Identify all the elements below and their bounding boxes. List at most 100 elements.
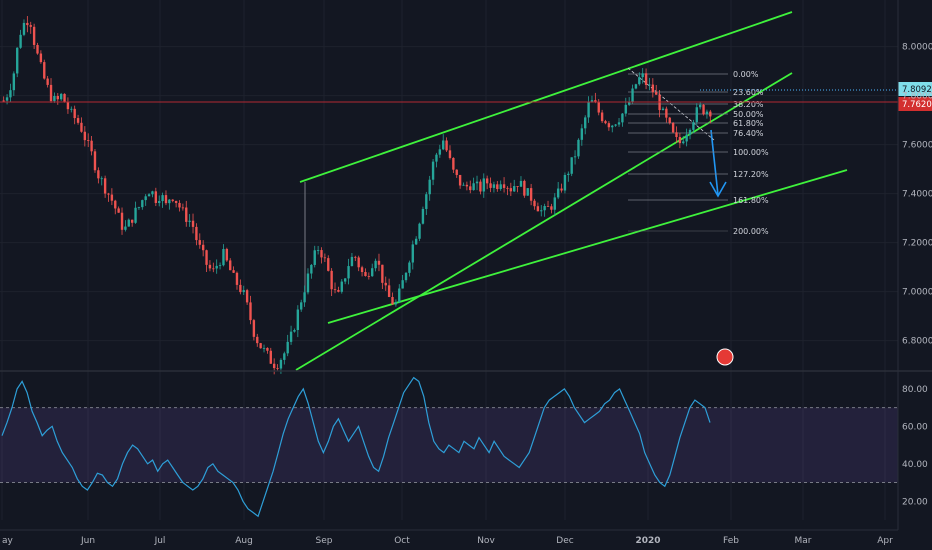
price-lines: 7.8092 7.7620 (0, 82, 932, 366)
candle-body (438, 149, 442, 155)
candle-body (49, 84, 53, 102)
candle-body (360, 267, 364, 273)
candle-body (350, 256, 354, 267)
candle-body (529, 188, 533, 201)
candle-body (286, 341, 289, 354)
candle-body (567, 173, 570, 175)
candle-body (442, 140, 445, 150)
candle-body (205, 250, 208, 265)
projection-arrow[interactable] (710, 129, 719, 196)
candle-body (682, 141, 685, 144)
candle-body (543, 206, 546, 211)
candle-body (577, 139, 580, 157)
candle-body (614, 124, 617, 126)
candle-body (337, 289, 340, 292)
candle-body (56, 95, 59, 100)
candle-body (560, 188, 563, 191)
time-tick-label: Jun (80, 536, 95, 546)
candle-body (513, 186, 516, 192)
candle-body (134, 207, 137, 223)
candle-body (343, 278, 347, 282)
time-tick-label: Jul (154, 536, 166, 546)
candle-body (151, 191, 154, 195)
trend-line[interactable] (295, 72, 793, 371)
fib-level-label: 50.00% (733, 110, 764, 119)
candle-body (367, 275, 371, 277)
trend-line[interactable] (299, 11, 793, 183)
candle-body (404, 272, 408, 281)
candle-body (553, 197, 556, 210)
candle-body (2, 100, 5, 102)
candle-body (225, 248, 229, 261)
fib-level-label: 127.20% (733, 170, 769, 179)
candle-body (489, 183, 492, 188)
candle-body (289, 331, 293, 342)
candle-body (333, 289, 337, 291)
price-tick-label: 7.6000 (902, 141, 932, 151)
trend-line[interactable] (327, 169, 848, 324)
candle-body (154, 191, 158, 203)
candle-body (266, 347, 269, 351)
candle-body (408, 262, 411, 273)
last-price-tag-text: 7.8092 (902, 85, 932, 95)
candle-body (178, 202, 181, 208)
candle-body (232, 270, 235, 273)
candle-body (59, 93, 63, 100)
candle-body (617, 122, 621, 125)
grid-lines (0, 0, 898, 520)
candle-body (695, 107, 698, 123)
candle-body (327, 258, 330, 271)
candle-body (587, 102, 590, 118)
candle-body (161, 195, 164, 202)
candle-body (124, 226, 127, 230)
candle-body (675, 132, 678, 138)
time-tick-label: ay (2, 536, 14, 546)
candle-body (310, 264, 313, 274)
candle-body (141, 200, 144, 208)
candle-body (688, 129, 692, 135)
candle-body (168, 199, 171, 204)
candle-body (533, 200, 536, 207)
candle-body (445, 140, 448, 151)
rsi-line (1, 376, 711, 518)
candle-body (222, 248, 225, 266)
candle-body (698, 104, 702, 108)
candle-body (320, 250, 323, 258)
candle-body (158, 201, 161, 203)
candle-body (316, 250, 320, 251)
candle-body (462, 184, 465, 186)
candle-body (208, 264, 212, 269)
candle-body (594, 100, 597, 103)
candle-body (458, 174, 462, 186)
candle-body (262, 347, 266, 349)
candle-body (22, 22, 26, 35)
candle-body (600, 112, 604, 122)
candle-body (584, 117, 587, 129)
candle-body (323, 257, 327, 259)
time-tick-label: Aug (235, 536, 253, 546)
candle-body (252, 320, 256, 337)
candle-body (103, 178, 107, 194)
candle-body (624, 104, 627, 114)
time-tick-label: Sep (316, 536, 333, 546)
candle-body (465, 184, 469, 187)
candle-body (80, 122, 83, 132)
candle-body (330, 270, 333, 290)
candle-body (665, 108, 668, 118)
candle-body (340, 281, 343, 292)
candle-body (19, 34, 22, 48)
candle-body (66, 102, 70, 110)
candle-body (621, 113, 624, 123)
candle-body (509, 188, 513, 192)
reference-price-tag (898, 97, 932, 111)
candle-body (604, 121, 607, 124)
fib-level-label: 0.00% (733, 70, 759, 79)
candle-body (381, 264, 384, 283)
fibonacci-retracement[interactable]: 0.00% 23.60% 38.20%50.00%61.80%76.40% 100.0… (628, 70, 769, 236)
candle-body (401, 280, 404, 289)
candle-body (668, 117, 671, 123)
fib-level-label: 61.80% (733, 119, 764, 128)
candle-body (573, 156, 577, 158)
event-badge-icon[interactable] (716, 348, 734, 366)
